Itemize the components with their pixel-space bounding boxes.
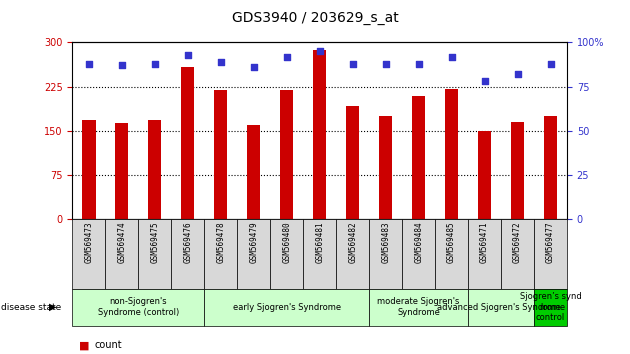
Text: GSM569477: GSM569477	[546, 222, 555, 263]
Bar	[346, 105, 359, 219]
Bar	[83, 120, 96, 219]
Bar	[412, 96, 425, 219]
Bar	[115, 123, 129, 219]
Text: disease state: disease state	[1, 303, 62, 312]
Text: GDS3940 / 203629_s_at: GDS3940 / 203629_s_at	[232, 11, 398, 25]
Text: GSM569478: GSM569478	[216, 222, 226, 263]
Text: GSM569474: GSM569474	[117, 222, 127, 263]
Bar	[72, 289, 204, 326]
Point	[150, 61, 160, 67]
Bar	[445, 88, 458, 219]
Point	[117, 63, 127, 68]
Bar	[336, 219, 369, 289]
Point	[84, 61, 94, 67]
Point	[479, 79, 490, 84]
Bar	[105, 219, 139, 289]
Bar	[534, 219, 567, 289]
Bar	[478, 131, 491, 219]
Text: early Sjogren's Syndrome: early Sjogren's Syndrome	[232, 303, 341, 312]
Bar	[247, 125, 260, 219]
Bar	[313, 50, 326, 219]
Bar	[435, 219, 468, 289]
Text: count: count	[94, 340, 122, 350]
Bar	[148, 120, 161, 219]
Text: GSM569476: GSM569476	[183, 222, 192, 263]
Text: non-Sjogren's
Syndrome (control): non-Sjogren's Syndrome (control)	[98, 297, 179, 317]
Point	[546, 61, 556, 67]
Text: GSM569472: GSM569472	[513, 222, 522, 263]
Point	[249, 64, 259, 70]
Text: ▶: ▶	[49, 302, 56, 312]
Point	[315, 48, 325, 54]
Point	[348, 61, 358, 67]
Bar	[181, 67, 195, 219]
Text: GSM569475: GSM569475	[151, 222, 159, 263]
Text: GSM569481: GSM569481	[315, 222, 324, 263]
Bar	[270, 219, 303, 289]
Bar	[379, 116, 392, 219]
Bar	[139, 219, 171, 289]
Text: GSM569471: GSM569471	[480, 222, 489, 263]
Text: ■: ■	[79, 340, 89, 350]
Point	[282, 54, 292, 59]
Point	[183, 52, 193, 58]
Bar	[511, 122, 524, 219]
Bar	[238, 219, 270, 289]
Bar	[280, 90, 294, 219]
Bar	[214, 90, 227, 219]
Bar	[468, 219, 501, 289]
Bar	[534, 289, 567, 326]
Bar	[402, 219, 435, 289]
Text: GSM569480: GSM569480	[282, 222, 291, 263]
Text: moderate Sjogren's
Syndrome: moderate Sjogren's Syndrome	[377, 297, 460, 317]
Bar	[369, 219, 402, 289]
Text: GSM569483: GSM569483	[381, 222, 390, 263]
Text: GSM569479: GSM569479	[249, 222, 258, 263]
Bar	[204, 289, 369, 326]
Text: GSM569485: GSM569485	[447, 222, 456, 263]
Bar	[204, 219, 238, 289]
Bar	[369, 289, 468, 326]
Text: advanced Sjogren's Syndrome: advanced Sjogren's Syndrome	[437, 303, 565, 312]
Bar	[544, 116, 557, 219]
Point	[215, 59, 226, 65]
Text: Sjogren’s synd
rome
control: Sjogren’s synd rome control	[520, 292, 581, 322]
Bar	[468, 289, 534, 326]
Point	[447, 54, 457, 59]
Point	[413, 61, 423, 67]
Bar	[171, 219, 204, 289]
Bar	[72, 219, 105, 289]
Bar	[501, 219, 534, 289]
Bar	[303, 219, 336, 289]
Point	[381, 61, 391, 67]
Point	[513, 72, 523, 77]
Text: GSM569482: GSM569482	[348, 222, 357, 263]
Text: GSM569473: GSM569473	[84, 222, 93, 263]
Text: GSM569484: GSM569484	[414, 222, 423, 263]
